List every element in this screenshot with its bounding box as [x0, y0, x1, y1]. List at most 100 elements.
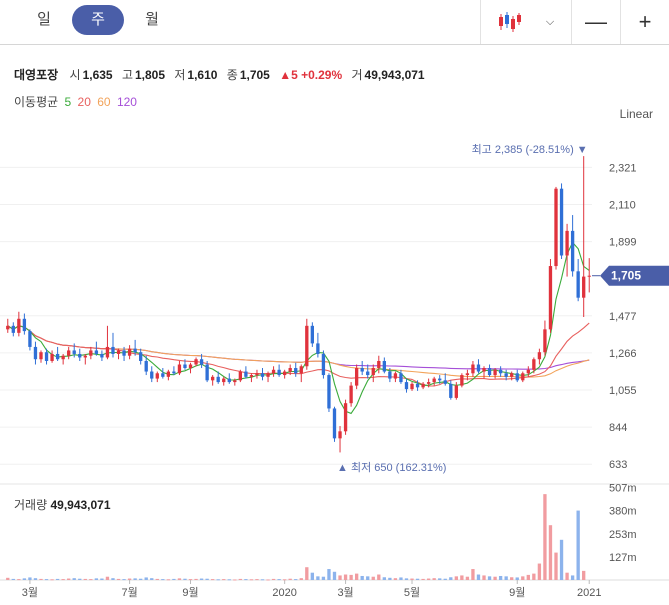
candle-body — [116, 350, 121, 354]
volume-bar — [432, 578, 436, 580]
volume-bar — [360, 575, 364, 580]
volume-bar — [127, 578, 132, 580]
candle-body — [22, 318, 27, 332]
volume-bar — [22, 578, 27, 580]
candle-body — [166, 371, 171, 377]
candle-body — [33, 346, 38, 360]
volume-bar — [233, 579, 237, 581]
volume-bar — [61, 579, 65, 581]
volume-bar — [388, 577, 392, 580]
price-tick-label: 2,110 — [609, 200, 636, 212]
candle-body — [233, 380, 237, 383]
volume-bar — [33, 578, 38, 580]
x-tick-label: 2021 — [577, 587, 601, 599]
candle-body — [94, 350, 99, 354]
volume-bar — [548, 525, 553, 580]
volume-bar — [133, 578, 137, 580]
candle-body — [321, 353, 326, 376]
candle-body — [399, 373, 403, 383]
open-value: 1,635 — [82, 68, 113, 82]
ma5-label[interactable]: 5 — [64, 95, 72, 109]
volume-bar — [150, 578, 154, 580]
candle-body — [266, 373, 270, 377]
ma20-line — [7, 322, 590, 387]
volume-bar — [487, 576, 492, 580]
candle-body — [460, 375, 464, 386]
high-value: 1,805 — [134, 68, 166, 82]
volume-bar — [410, 578, 414, 580]
high-annotation: 최고 2,385 (-28.51%) ▼ — [472, 143, 588, 156]
period-tabs: 일 주 월 — [18, 3, 180, 37]
volume-bar — [139, 578, 143, 580]
tab-weekly[interactable]: 주 — [72, 5, 124, 35]
candle-body — [144, 360, 148, 372]
volume-bar — [338, 575, 342, 580]
candle-body — [28, 331, 32, 347]
price-tick-label: 1,899 — [609, 237, 637, 249]
candle-body — [554, 188, 558, 267]
candle-body — [277, 369, 281, 376]
chart-type-dropdown[interactable]: ⌵ — [480, 0, 571, 44]
change-percent: +0.29% — [301, 68, 343, 82]
volume-bar — [449, 577, 453, 580]
candle-body — [55, 353, 60, 360]
tab-monthly[interactable]: 월 — [145, 11, 159, 28]
x-tick-label: 7월 — [121, 586, 137, 599]
candle-body — [388, 371, 392, 379]
candle-body — [282, 371, 287, 376]
stock-info-bar: 대영포장 시 1,635 고 1,805 저 1,610 종 1,705 ▲5 +0.2… — [14, 66, 431, 83]
x-tick-label: 5월 — [404, 586, 420, 599]
chart-tools: ⌵ — + — [480, 0, 669, 44]
volume-bar — [510, 577, 514, 580]
candle-body — [161, 373, 165, 377]
volume-bar — [421, 578, 425, 580]
volume-bar — [515, 577, 519, 580]
candle-body — [6, 325, 10, 330]
candle-body — [316, 343, 320, 354]
candle-body — [515, 373, 519, 381]
volume-bar — [570, 575, 575, 580]
candle-body — [100, 353, 104, 358]
ma5-line — [7, 241, 590, 415]
candle-body — [493, 369, 497, 376]
candle-body — [11, 325, 15, 333]
candle-body — [415, 383, 420, 388]
volume-bar — [332, 571, 337, 580]
candle-body — [271, 369, 276, 374]
volume-bar — [288, 578, 292, 580]
price-tick-label: 2,321 — [609, 162, 637, 174]
tab-daily[interactable]: 일 — [37, 11, 51, 28]
volume-bar — [443, 578, 447, 580]
volume-bar — [498, 575, 503, 580]
candle-body — [78, 353, 82, 358]
candle-body — [482, 368, 486, 372]
candle-body — [454, 385, 458, 398]
ma20-label[interactable]: 20 — [77, 95, 91, 109]
volume-value: 49,943,071 — [364, 68, 425, 82]
volume-bar — [11, 578, 15, 580]
candle-body — [183, 364, 187, 369]
volume-bar — [343, 574, 348, 580]
change-value: ▲5 — [279, 68, 298, 82]
volume-bar — [316, 576, 320, 580]
ma60-label[interactable]: 60 — [97, 95, 111, 109]
candle-body — [421, 383, 425, 388]
high-label: 고 — [121, 68, 133, 82]
add-button[interactable]: + — [620, 0, 669, 44]
scale-mode-toggle[interactable]: Linear — [619, 107, 653, 121]
ma120-label[interactable]: 120 — [116, 95, 137, 109]
candle-body — [526, 369, 530, 374]
volume-bar — [199, 578, 204, 580]
candle-body — [310, 325, 315, 344]
volume-bar — [188, 579, 193, 581]
moving-average-legend: 이동평균 5 20 60 120 — [14, 93, 140, 110]
volume-title-value: 49,943,071 — [50, 498, 111, 512]
candle-body — [17, 318, 21, 333]
minimize-button[interactable]: — — [571, 0, 620, 44]
volume-bar — [211, 579, 215, 581]
volume-bar — [576, 510, 580, 580]
volume-bar — [310, 572, 315, 580]
current-price-tag — [600, 265, 669, 286]
volume-bar — [244, 579, 248, 581]
